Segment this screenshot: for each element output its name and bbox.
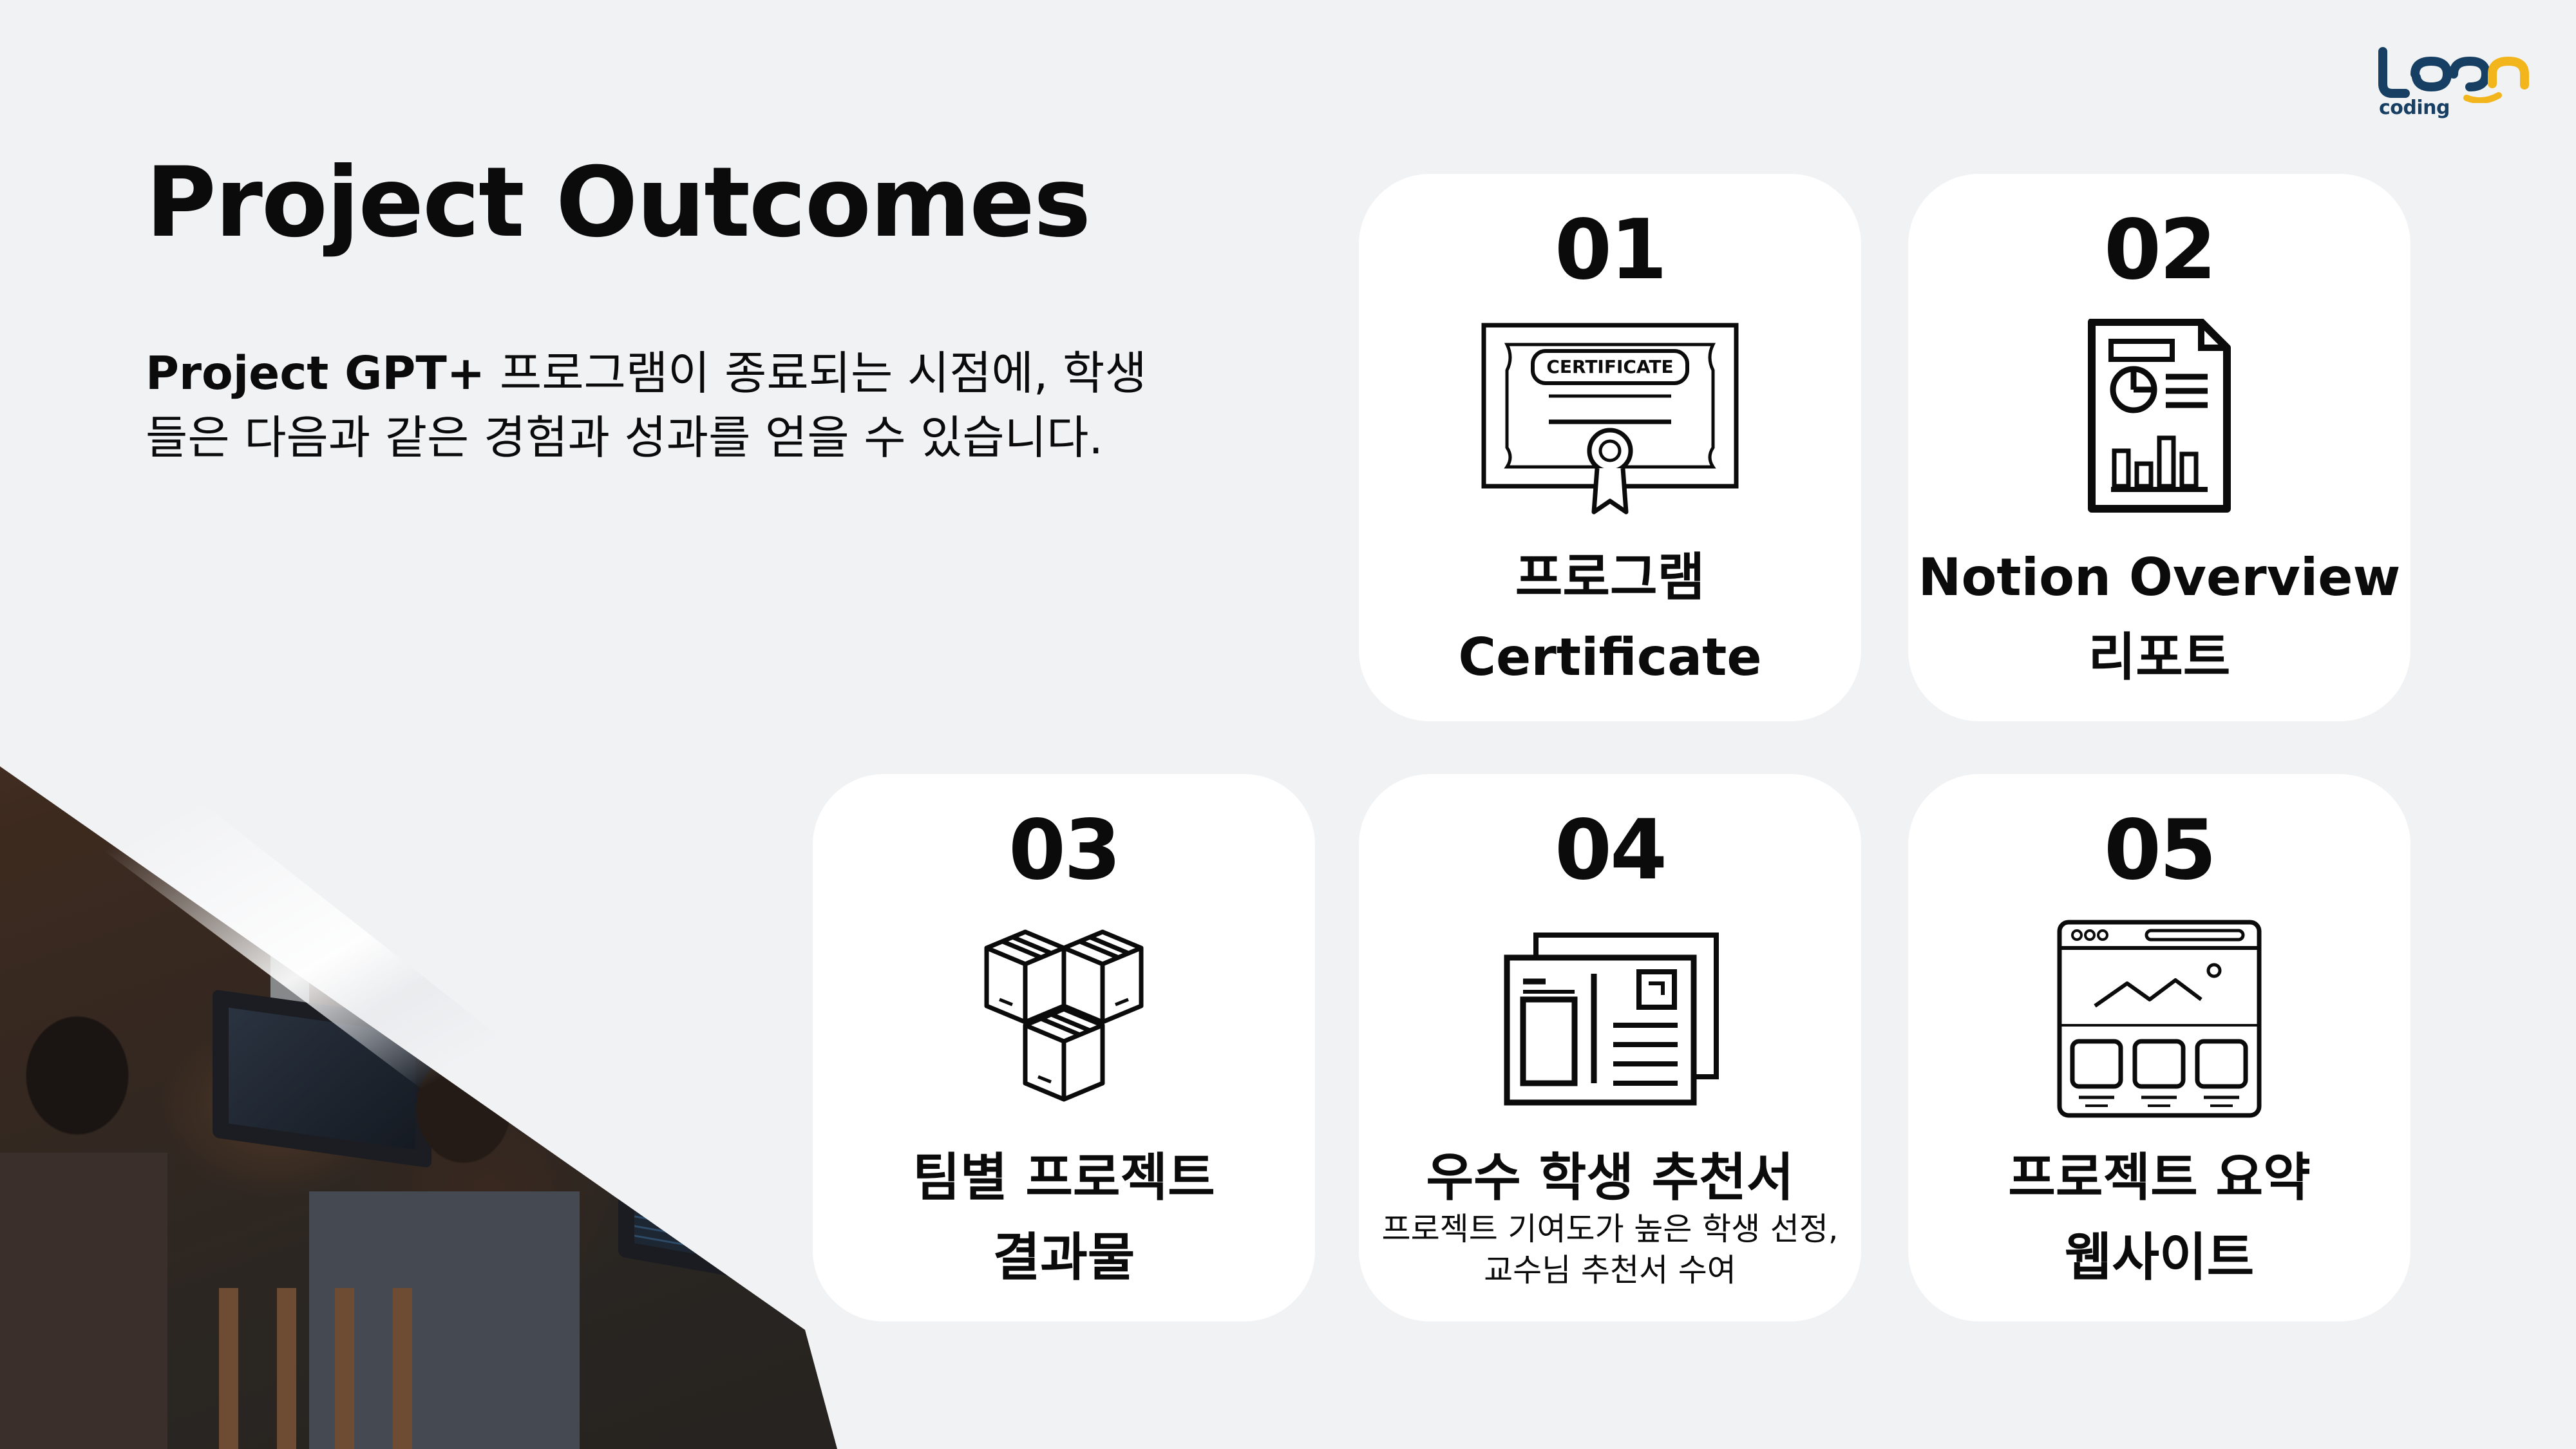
card-label: 프로젝트 요약 웹사이트 [1908,1138,2410,1298]
card-label-line: 프로그램 [1515,547,1705,607]
report-document-icon [2088,319,2231,513]
card-label-line: Notion Overview [1918,547,2401,607]
page-title: Project Outcomes [146,147,1091,259]
card-label: 프로그램 Certificate [1359,538,1861,697]
card-number: 02 [2103,202,2217,298]
logo-mark-icon [2378,47,2529,104]
intro-line2: 들은 다음과 같은 경험과 성과를 얻을 수 있습니다. [146,411,1103,464]
card-label: 우수 학생 추천서 [1359,1138,1861,1218]
outcome-card-05: 05 프로젝트 요약 웹사이트 [1908,774,2410,1321]
certificate-icon: CERTIFICATE [1481,323,1739,515]
card-label-line: 프로젝트 요약 [2008,1148,2311,1208]
svg-text:CERTIFICATE: CERTIFICATE [1546,356,1673,377]
card-number: 01 [1554,202,1667,298]
card-label: Notion Overview 리포트 [1908,538,2410,697]
card-label: 팀별 프로젝트 결과물 [813,1138,1315,1298]
card-sublabel-line: 교수님 추천서 수여 [1484,1252,1736,1289]
outcome-card-01: 01 CERTIFICATE 프로그램 Certificate [1359,174,1861,721]
letters-icon [1504,933,1719,1106]
intro-bold: Project GPT+ [146,346,486,400]
website-icon [2057,920,2262,1118]
card-label-line: Certificate [1458,627,1762,687]
card-number: 04 [1554,802,1667,898]
card-number: 05 [2103,802,2217,898]
boxes-icon [984,929,1144,1102]
outcome-card-02: 02 Notion Overview 리포트 [1908,174,2410,721]
outcome-card-03: 03 팀별 프로젝트 결과물 [813,774,1315,1321]
card-number: 03 [1008,802,1121,898]
card-label-line: 리포트 [2088,627,2231,687]
card-label-line: 팀별 프로젝트 [913,1148,1215,1208]
card-label-line: 우수 학생 추천서 [1426,1148,1794,1208]
intro-line1: 프로그램이 종료되는 시점에, 학생 [485,346,1147,400]
card-label-line: 웹사이트 [2064,1227,2255,1287]
card-sublabel-line: 프로젝트 기여도가 높은 학생 선정, [1381,1211,1839,1247]
logo-text: coding [2379,97,2450,119]
loop-coding-logo: coding [2370,45,2537,129]
card-sublabel: 프로젝트 기여도가 높은 학생 선정, 교수님 추천서 수여 [1359,1209,1861,1291]
intro-text: Project GPT+ 프로그램이 종료되는 시점에, 학생 들은 다음과 같… [146,341,1253,470]
card-label-line: 결과물 [992,1227,1135,1287]
outcome-card-04: 04 우수 학생 추천서 프로젝트 기여도가 높은 학생 선정, 교수님 추천서… [1359,774,1861,1321]
